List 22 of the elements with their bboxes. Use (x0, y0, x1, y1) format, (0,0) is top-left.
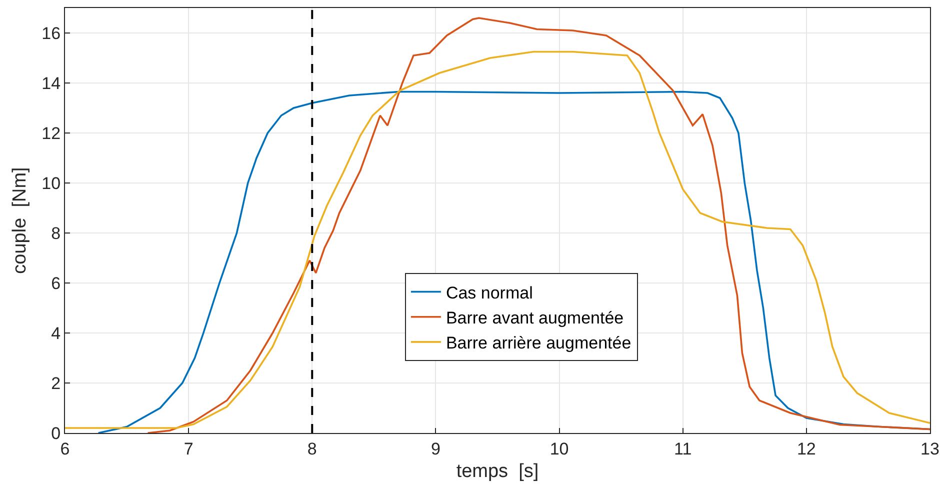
line-series (146, 17, 930, 433)
y-tick-label: 8 (51, 224, 61, 243)
x-tick-label: 8 (307, 439, 317, 458)
x-tick-label: 9 (430, 439, 440, 458)
y-tick-label: 4 (51, 324, 61, 343)
y-tick-label: 10 (42, 174, 61, 193)
x-tick-label: 11 (674, 439, 692, 458)
x-tick-label: 12 (796, 439, 816, 458)
x-tick-label: 13 (920, 439, 940, 458)
x-tick-label: 10 (550, 439, 569, 458)
y-tick-label: 12 (42, 124, 61, 143)
y-axis-title: couple [Nm] (10, 167, 31, 274)
legend-label: Barre arrière augmentée (446, 334, 632, 353)
y-tick-label: 16 (42, 24, 61, 43)
y-tick-label: 2 (51, 374, 61, 393)
x-tick-label: 7 (184, 439, 194, 458)
y-tick-label: 6 (51, 274, 61, 293)
x-axis-title: temps [s] (456, 461, 539, 482)
y-tick-label: 0 (51, 424, 61, 443)
legend-label: Barre avant augmentée (446, 308, 624, 328)
y-tick-label: 14 (42, 74, 61, 93)
legend-label: Cas normal (446, 283, 533, 302)
